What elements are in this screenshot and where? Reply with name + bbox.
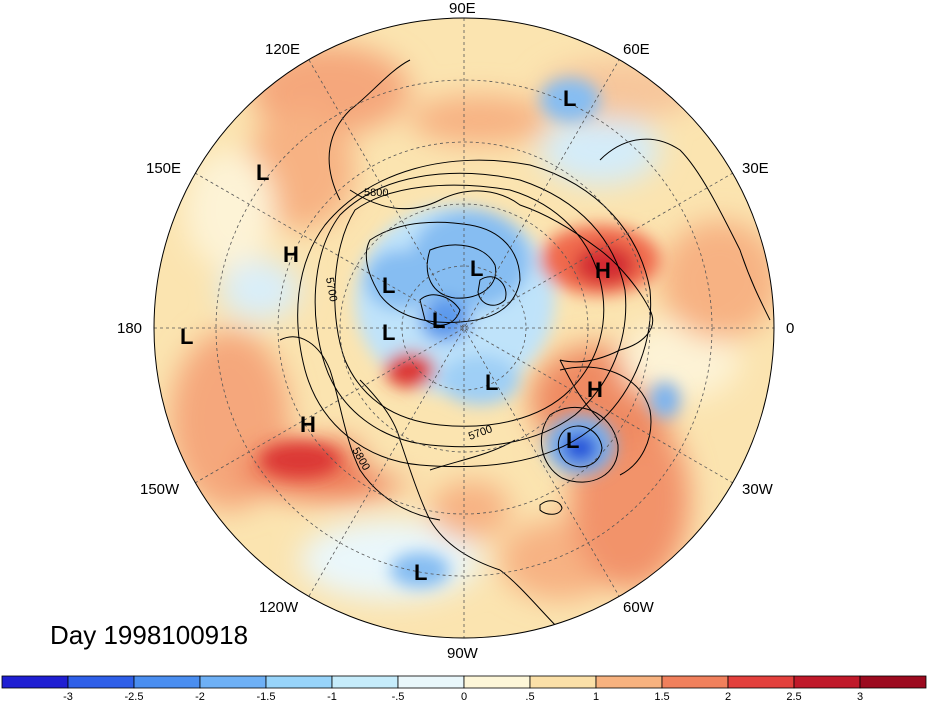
colorbar-swatch — [793, 675, 861, 689]
colorbar-tick-label: 2 — [725, 691, 731, 702]
low-pressure-marker: L — [563, 86, 576, 111]
low-pressure-marker: L — [414, 560, 427, 585]
colorbar-swatch — [265, 675, 333, 689]
contour-label: 5700 — [323, 276, 339, 302]
colorbar-swatch — [133, 675, 201, 689]
graticule — [154, 18, 774, 638]
colorbar-tick-label: 1 — [593, 691, 599, 702]
colorbar-tick-label: -1.5 — [257, 691, 276, 702]
high-pressure-marker: H — [300, 412, 316, 437]
low-pressure-marker: L — [180, 324, 193, 349]
colorbar: -3 -2.5 -2 -1.5 -1 -.5 0 .5 1 1.5 2 2.5 3 — [1, 675, 927, 702]
lon-label-60e: 60E — [623, 41, 650, 58]
high-pressure-marker: H — [283, 242, 299, 267]
map-boundary — [153, 17, 775, 639]
contour-label: 5800 — [364, 187, 388, 199]
day-label: Day 1998100918 — [50, 620, 249, 650]
low-pressure-marker: L — [485, 370, 498, 395]
colorbar-swatch — [595, 675, 663, 689]
height-contours — [279, 159, 652, 521]
high-pressure-marker: H — [587, 377, 603, 402]
colorbar-tick-label: .5 — [525, 691, 534, 702]
low-pressure-marker: L — [432, 308, 445, 333]
lon-label-150w: 150W — [140, 481, 180, 498]
colorbar-swatch — [529, 675, 597, 689]
colorbar-swatch — [661, 675, 729, 689]
lon-label-90w: 90W — [447, 645, 478, 662]
lon-label-60w: 60W — [623, 599, 654, 616]
low-pressure-marker: L — [470, 256, 483, 281]
colorbar-tick-label: 2.5 — [786, 691, 801, 702]
lon-label-30w: 30W — [742, 481, 773, 498]
lon-label-150e: 150E — [146, 160, 182, 177]
colorbar-tick-label: -1 — [327, 691, 337, 702]
colorbar-swatch — [199, 675, 267, 689]
colorbar-swatch — [331, 675, 399, 689]
colorbar-tick-label: -.5 — [392, 691, 405, 702]
colorbar-swatch — [1, 675, 69, 689]
low-pressure-marker: L — [566, 428, 579, 453]
colorbar-tick-label: -2.5 — [125, 691, 144, 702]
low-pressure-marker: L — [256, 160, 269, 185]
colorbar-swatch — [397, 675, 465, 689]
lon-label-0: 0 — [786, 320, 795, 337]
colorbar-tick-label: 3 — [857, 691, 863, 702]
lon-label-120w: 120W — [259, 599, 299, 616]
lon-label-180: 180 — [117, 320, 143, 337]
coastlines — [328, 59, 771, 631]
colorbar-swatch — [727, 675, 795, 689]
colorbar-tick-label: 1.5 — [654, 691, 669, 702]
high-pressure-marker: H — [595, 258, 611, 283]
low-pressure-marker: L — [382, 320, 395, 345]
lon-label-120e: 120E — [265, 41, 301, 58]
colorbar-tick-label: -2 — [195, 691, 205, 702]
colorbar-swatch — [859, 675, 927, 689]
colorbar-tick-label: -3 — [63, 691, 73, 702]
lon-label-30e: 30E — [742, 160, 769, 177]
low-pressure-marker: L — [382, 273, 395, 298]
lon-label-90e: 90E — [449, 0, 476, 17]
colorbar-swatch — [67, 675, 135, 689]
anomaly-field — [154, 18, 774, 638]
colorbar-tick-label: 0 — [461, 691, 467, 702]
colorbar-swatch — [463, 675, 531, 689]
